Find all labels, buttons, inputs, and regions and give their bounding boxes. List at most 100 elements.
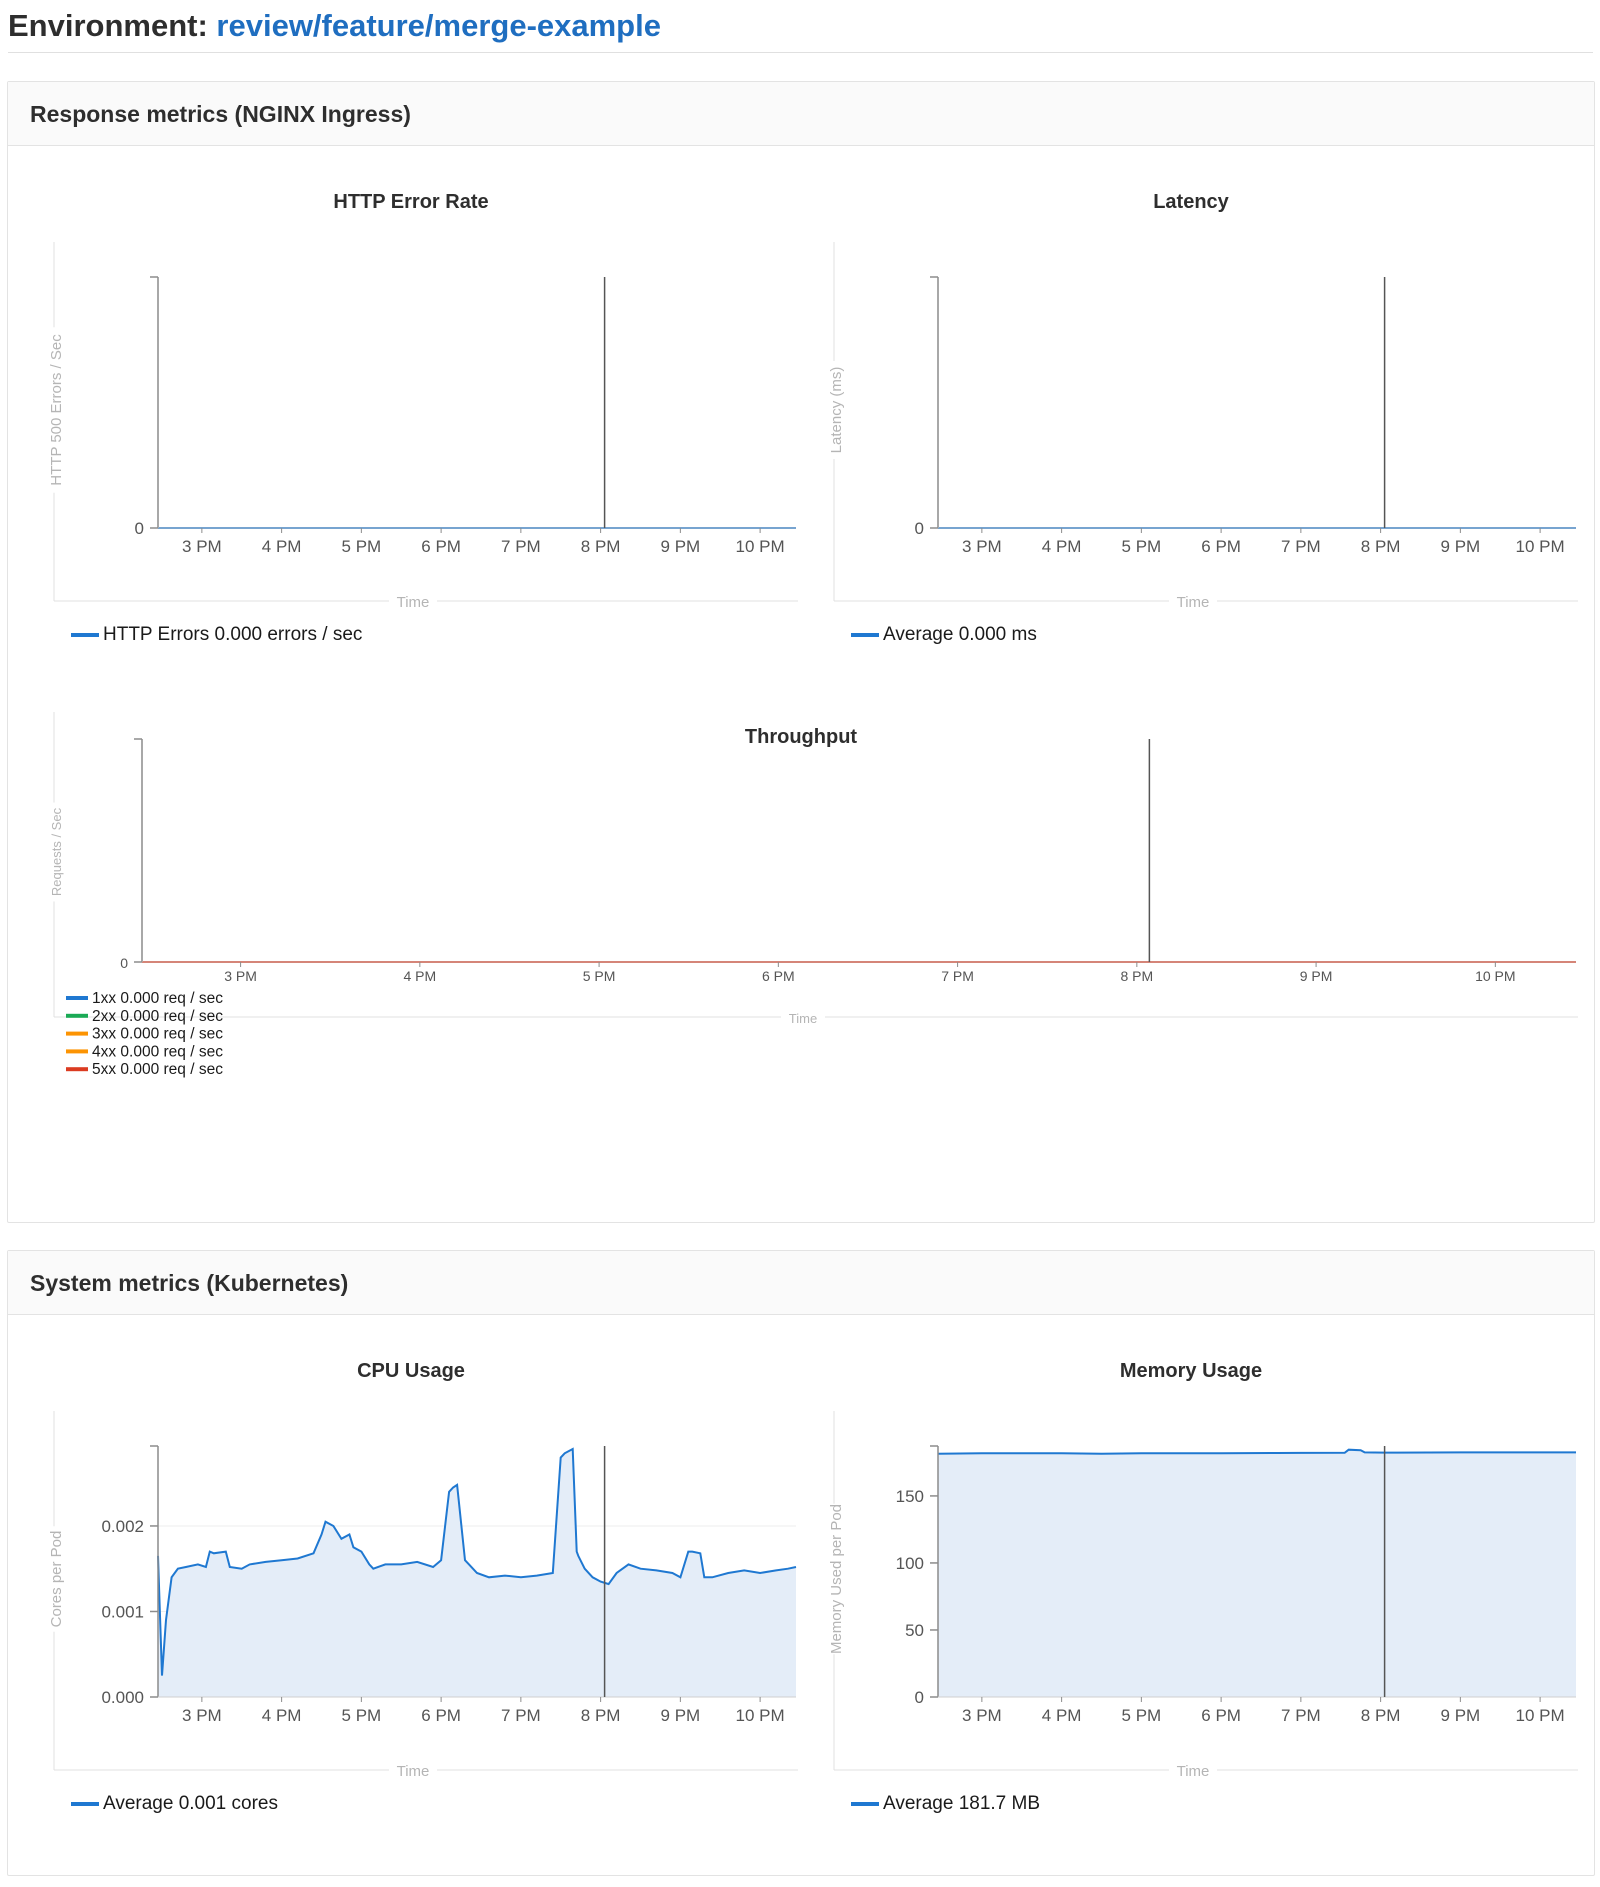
throughput-x-tick-label: 8 PM — [1120, 968, 1153, 984]
memory-usage-y-axis-label: Memory Used per Pod — [828, 1504, 845, 1654]
latency-x-tick-label: 5 PM — [1122, 537, 1162, 556]
cpu-usage-chart: CPU Usage Cores per Pod Time 0.000 0.001 0.00… — [47, 1360, 798, 1814]
cpu-usage-y-tick-label: 0.001 — [101, 1602, 144, 1621]
http-error-rate-y-axis-label: HTTP 500 Errors / Sec — [48, 334, 65, 486]
cpu-usage-x-tick-label: 10 PM — [736, 1706, 785, 1725]
latency-legend-swatch — [851, 633, 879, 637]
latency-x-tick-label: 10 PM — [1516, 537, 1565, 556]
throughput-x-axis-label: Time — [789, 1011, 817, 1026]
throughput-x-tick-label: 9 PM — [1300, 968, 1333, 984]
memory-usage-y-axis-label-bg — [827, 1503, 843, 1655]
page-header: Environment: review/feature/merge-exampl… — [8, 6, 1593, 53]
throughput-x-tick-label: 3 PM — [224, 968, 257, 984]
throughput-x-axis-label-bg — [781, 1013, 825, 1021]
cpu-usage-x-tick-label: 8 PM — [581, 1706, 621, 1725]
latency-x-tick-label: 9 PM — [1441, 537, 1481, 556]
memory-usage-y-tick-label: 0 — [915, 1688, 924, 1707]
cpu-usage-x-tick-label: 5 PM — [342, 1706, 382, 1725]
throughput-legend-swatch — [66, 1067, 88, 1072]
memory-usage-legend-swatch — [851, 1802, 879, 1806]
http-error-rate-x-tick-label: 4 PM — [262, 537, 302, 556]
memory-usage-series-area — [938, 1449, 1576, 1697]
latency-x-axis-label-bg — [1169, 597, 1217, 605]
cpu-usage-x-tick-label: 4 PM — [262, 1706, 302, 1725]
system-metrics-panel: System metrics (Kubernetes) CPU Usage Cor… — [7, 1250, 1595, 1876]
cpu-usage-x-tick-label: 6 PM — [421, 1706, 461, 1725]
memory-usage-chart: Memory Usage Memory Used per Pod Time 0 50 10… — [827, 1360, 1578, 1814]
environment-link[interactable]: review/feature/merge-example — [216, 8, 661, 43]
latency-x-tick-label: 7 PM — [1281, 537, 1321, 556]
cpu-usage-legend-label: Average 0.001 cores — [103, 1793, 278, 1814]
latency-y-axis-label: Latency (ms) — [828, 367, 845, 454]
throughput-legend-label: 4xx 0.000 req / sec — [92, 1043, 223, 1060]
throughput-legend-label: 1xx 0.000 req / sec — [92, 990, 223, 1007]
throughput-x-tick-label: 6 PM — [762, 968, 795, 984]
throughput-y-axis-label: Requests / Sec — [49, 807, 64, 896]
latency-legend-label: Average 0.000 ms — [883, 624, 1037, 645]
http-error-rate-title: HTTP Error Rate — [333, 191, 488, 213]
throughput-x-tick-label: 4 PM — [403, 968, 436, 984]
latency-x-tick-label: 8 PM — [1361, 537, 1401, 556]
cpu-usage-y-tick-label: 0.002 — [101, 1517, 144, 1536]
http-error-rate-x-tick-label: 10 PM — [736, 537, 785, 556]
cpu-usage-y-axis-label: Cores per Pod — [48, 1531, 65, 1628]
memory-usage-x-tick-label: 7 PM — [1281, 1706, 1321, 1725]
throughput-legend-label: 2xx 0.000 req / sec — [92, 1008, 223, 1025]
throughput-title: Throughput — [745, 726, 858, 748]
system-metrics-header: System metrics (Kubernetes) — [8, 1251, 1594, 1315]
throughput-legend-swatch — [66, 1013, 88, 1018]
memory-usage-x-tick-label: 6 PM — [1201, 1706, 1241, 1725]
latency-x-tick-label: 6 PM — [1201, 537, 1241, 556]
cpu-usage-x-tick-label: 7 PM — [501, 1706, 541, 1725]
http-error-rate-x-tick-label: 3 PM — [182, 537, 222, 556]
http-error-rate-x-tick-label: 7 PM — [501, 537, 541, 556]
http-error-rate-x-tick-label: 9 PM — [661, 537, 701, 556]
throughput-legend-swatch — [66, 1031, 88, 1036]
memory-usage-y-tick-label: 50 — [905, 1621, 924, 1640]
page-title: Environment: review/feature/merge-exampl… — [8, 6, 1593, 46]
memory-usage-title: Memory Usage — [1120, 1360, 1262, 1382]
http-error-rate-y-tick-label: 0 — [135, 519, 144, 538]
http-error-rate-chart: HTTP Error Rate HTTP 500 Errors / Sec Time… — [47, 191, 798, 645]
http-error-rate-legend-swatch — [71, 633, 99, 637]
response-metrics-title: Response metrics (NGINX Ingress) — [30, 101, 411, 127]
memory-usage-y-tick-label: 100 — [896, 1554, 924, 1573]
throughput-legend-label: 3xx 0.000 req / sec — [92, 1026, 223, 1043]
throughput-y-axis-label-bg — [47, 802, 63, 902]
memory-usage-x-tick-label: 9 PM — [1441, 1706, 1481, 1725]
cpu-usage-x-axis-label-bg — [389, 1766, 437, 1774]
throughput-legend-swatch — [66, 1049, 88, 1054]
throughput-legend-swatch — [66, 996, 88, 1000]
throughput-x-tick-label: 10 PM — [1475, 968, 1515, 984]
memory-usage-y-tick-label: 150 — [896, 1487, 924, 1506]
http-error-rate-x-axis-label: Time — [397, 594, 430, 611]
latency-y-tick-label: 0 — [915, 519, 924, 538]
system-metrics-title: System metrics (Kubernetes) — [30, 1270, 349, 1296]
memory-usage-series-line-0 — [937, 1448, 1576, 1455]
cpu-usage-y-tick-label: 0.000 — [101, 1688, 144, 1707]
memory-usage-x-tick-label: 4 PM — [1042, 1706, 1082, 1725]
http-error-rate-y-axis-label-bg — [47, 327, 63, 493]
cpu-usage-title: CPU Usage — [357, 1360, 465, 1382]
cpu-usage-y-axis-label-bg — [47, 1526, 63, 1632]
memory-usage-x-tick-label: 10 PM — [1516, 1706, 1565, 1725]
latency-x-tick-label: 3 PM — [962, 537, 1002, 556]
latency-y-axis-label-bg — [827, 361, 843, 459]
throughput-legend-label: 5xx 0.000 req / sec — [92, 1061, 223, 1078]
http-error-rate-x-tick-label: 8 PM — [581, 537, 621, 556]
memory-usage-x-tick-label: 3 PM — [962, 1706, 1002, 1725]
page-title-prefix: Environment: — [8, 8, 208, 43]
cpu-usage-legend-swatch — [71, 1802, 99, 1806]
cpu-usage-series-line-0 — [157, 1447, 797, 1676]
response-metrics-panel: Response metrics (NGINX Ingress) HTTP Er… — [7, 81, 1595, 1223]
throughput-x-tick-label: 7 PM — [941, 968, 974, 984]
throughput-chart: Throughput Requests / Sec Time 0 3 PM 4 PM 5 P… — [47, 712, 1578, 1078]
latency-title: Latency — [1153, 191, 1229, 213]
http-error-rate-x-tick-label: 5 PM — [342, 537, 382, 556]
response-metrics-header: Response metrics (NGINX Ingress) — [8, 82, 1594, 146]
cpu-usage-x-axis-label: Time — [397, 1763, 430, 1780]
memory-usage-x-axis-label-bg — [1169, 1766, 1217, 1774]
latency-x-axis-label: Time — [1177, 594, 1210, 611]
http-error-rate-x-tick-label: 6 PM — [421, 537, 461, 556]
memory-usage-x-tick-label: 8 PM — [1361, 1706, 1401, 1725]
